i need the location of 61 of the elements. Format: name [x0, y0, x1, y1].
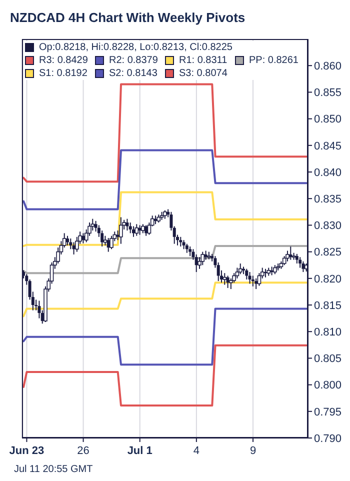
- candlestick: [295, 253, 298, 264]
- x-tick-label: Jun 23: [9, 445, 44, 457]
- y-tick-label: 0.825: [314, 246, 342, 259]
- candlestick: [144, 224, 148, 236]
- text: Jul 11 20:55 GMT: [14, 464, 93, 475]
- candlestick: [182, 240, 186, 250]
- legend-label: S2: 0.8143: [109, 67, 158, 80]
- chart-title: NZDCAD 4H Chart With Weekly Pivots: [9, 9, 246, 27]
- line-series: [22, 308, 308, 366]
- candlestick: [66, 235, 69, 246]
- candlestick: [128, 222, 132, 234]
- y-tick-label: 0.850: [314, 114, 342, 126]
- candlestick: [245, 268, 248, 280]
- candlestick: [298, 256, 302, 268]
- y-tick-label: 0.815: [314, 300, 342, 312]
- candlestick: [238, 263, 242, 275]
- candlestick: [126, 218, 129, 232]
- y-tick-label: 0.855: [314, 87, 342, 100]
- candlestick: [251, 275, 254, 287]
- x-tick-label: 9: [250, 445, 256, 457]
- y-tick-label: 0.790: [314, 432, 342, 445]
- legend-label: S1: 0.8192: [39, 67, 88, 80]
- candlestick: [254, 278, 258, 290]
- y-tick-label: 0.810: [314, 326, 342, 339]
- candlestick: [141, 224, 145, 234]
- x-tick-label: Jul 1: [127, 445, 152, 457]
- candlestick: [302, 260, 305, 273]
- candlestick: [289, 246, 292, 260]
- legend-label: S3: 0.8074: [179, 67, 228, 80]
- y-tick-label: 0.830: [314, 220, 342, 232]
- candlestick: [222, 272, 227, 286]
- candlestick: [273, 264, 277, 275]
- candlestick: [179, 236, 182, 247]
- y-tick-label: 0.835: [314, 194, 342, 206]
- candlestick: [134, 224, 139, 236]
- x-tick-label: 4: [193, 445, 200, 457]
- candlestick: [110, 235, 114, 250]
- candlestick: [82, 232, 85, 244]
- candlestick: [248, 272, 252, 284]
- y-tick-label: 0.805: [314, 353, 342, 366]
- y-tick-label: 0.845: [314, 140, 342, 152]
- x-tick-label: 26: [77, 445, 90, 457]
- candlestick: [286, 250, 290, 262]
- legend-label: R1: 0.8311: [179, 54, 228, 67]
- y-tick-label: 0.860: [314, 60, 342, 73]
- candlestick: [235, 267, 240, 279]
- line-series: [22, 149, 308, 210]
- legend-label: PP: 0.8261: [249, 54, 298, 67]
- candlestick: [185, 243, 188, 254]
- y-tick-label: 0.795: [314, 406, 342, 418]
- legend-label: Op:0.8218, Hi:0.8228, Lo:0.8213, Cl:0.8225: [39, 41, 232, 54]
- line-series: [22, 83, 308, 183]
- y-tick-label: 0.820: [314, 273, 342, 286]
- candlestick: [119, 216, 123, 244]
- y-tick-label: 0.800: [314, 380, 342, 392]
- candlestick: [200, 251, 205, 266]
- legend-label: R2: 0.8379: [109, 54, 158, 67]
- line-series: [22, 344, 308, 407]
- y-tick-label: 0.840: [314, 166, 342, 179]
- candlestick: [188, 246, 192, 257]
- legend-label: R3: 0.8429: [39, 54, 88, 67]
